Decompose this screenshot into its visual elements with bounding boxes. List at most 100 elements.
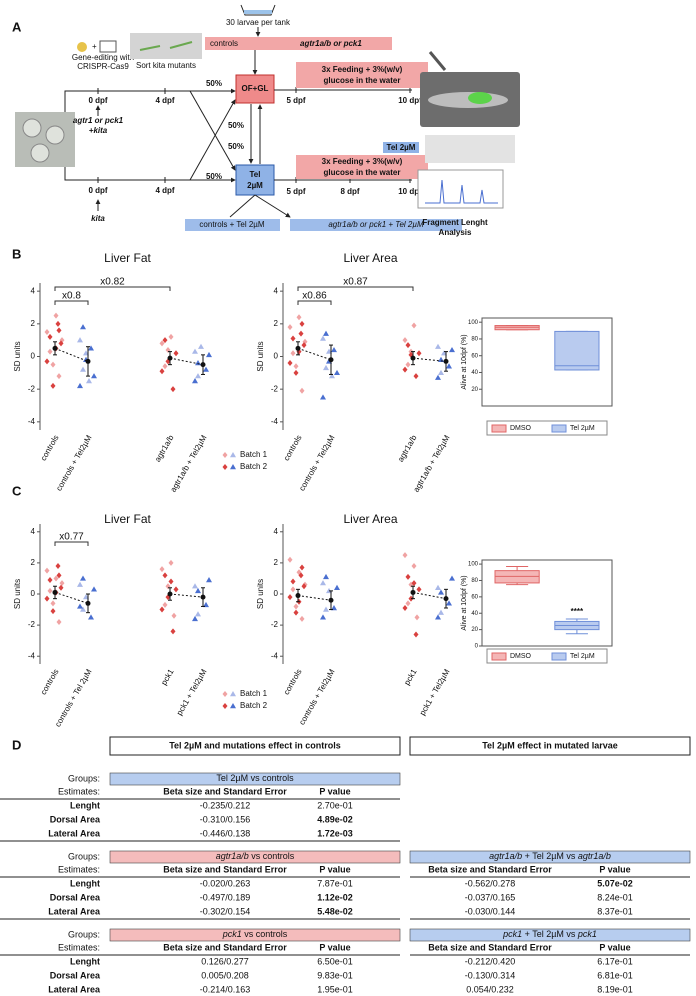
data-point — [405, 600, 411, 607]
p-value: 1.72e-03 — [317, 828, 353, 838]
data-point — [331, 605, 337, 611]
y-tick-label: -4 — [271, 417, 279, 426]
liver-fluorescence — [468, 92, 492, 104]
box — [554, 330, 600, 371]
y-tick-label: 2 — [274, 558, 279, 567]
table-header-box — [109, 928, 401, 942]
x-tick-label: agtr1a/b — [396, 433, 419, 463]
y-tick-label: 40 — [471, 370, 478, 376]
group-box — [290, 219, 462, 231]
column-header: Beta size and Standard Error — [163, 786, 287, 796]
x-tick-label: controls — [282, 668, 304, 697]
p-value: 4.89e-02 — [317, 814, 353, 824]
x-tick-label: agtr1a/b + Tel2µM — [412, 433, 452, 493]
y-tick-label: 4 — [274, 286, 279, 295]
data-point — [77, 603, 83, 609]
sort-label: Sort kita mutants — [136, 61, 196, 70]
legend-swatch — [551, 424, 567, 433]
panel-label: C — [12, 483, 22, 498]
data-point — [449, 346, 455, 353]
y-tick-label: -2 — [28, 384, 36, 393]
group-box — [185, 219, 280, 231]
data-point — [405, 342, 411, 349]
mean-trend — [169, 357, 204, 366]
column-header: Beta size and Standard Error — [428, 942, 552, 952]
data-point — [47, 577, 53, 583]
estimate: -0.446/0.138 — [200, 828, 251, 838]
larva-icon — [139, 41, 193, 51]
table-header-part: agtr1a/b — [578, 851, 611, 861]
y-tick-label: 80 — [471, 578, 478, 584]
timeline — [64, 88, 236, 112]
bracket-label: x0.77 — [59, 532, 84, 543]
table-header-box — [109, 772, 401, 786]
data-point — [323, 330, 329, 336]
data-point — [170, 386, 176, 393]
bracket-label: x0.86 — [302, 291, 327, 302]
data-point — [446, 363, 452, 369]
data-point — [44, 358, 50, 365]
y-tick-label: 2 — [31, 558, 36, 567]
sort-image — [130, 33, 202, 59]
data-point — [416, 586, 422, 593]
data-point — [44, 567, 50, 574]
data-point — [222, 691, 228, 697]
data-point — [323, 364, 329, 371]
significance: **** — [571, 607, 584, 616]
y-axis-label: SD units — [256, 341, 265, 371]
data-point — [334, 584, 340, 590]
data-point — [192, 583, 198, 589]
y-tick-label: 40 — [471, 611, 478, 617]
data-point — [435, 614, 441, 620]
data-point — [50, 600, 56, 607]
timeline — [64, 167, 236, 183]
data-point — [293, 609, 299, 616]
p-value: 6.81e-01 — [597, 970, 633, 980]
row-label: Dorsal Area — [50, 970, 101, 980]
data-point — [80, 575, 86, 581]
estimate: -0.302/0.154 — [200, 906, 251, 916]
dpf: 10 dpf — [398, 187, 422, 196]
y-tick-label: 100 — [468, 320, 479, 326]
p-value: 2.70e-01 — [317, 800, 353, 810]
table-header-part: + Tel 2µM vs — [522, 851, 578, 861]
table-header-part: + Tel 2µM vs — [522, 929, 578, 939]
data-point — [91, 586, 97, 592]
row-label: Lenght — [70, 878, 100, 888]
data-point — [159, 368, 165, 375]
estimate: 0.005/0.208 — [201, 970, 249, 980]
x-tick-label: controls — [282, 434, 304, 463]
data-point — [53, 575, 59, 582]
row-label: Lateral Area — [48, 984, 101, 994]
data-point — [77, 337, 83, 343]
table-header-part: pck1 — [577, 929, 597, 939]
legend-label: DMSO — [510, 425, 532, 432]
tel-tag: Tel 2µM — [387, 143, 416, 152]
panel-a: A 30 larvae per tank controls agtr1a/b o… — [12, 4, 520, 237]
dpf: 5 dpf — [286, 187, 305, 196]
data-point — [320, 335, 326, 341]
fish — [428, 92, 508, 108]
data-point — [80, 366, 86, 372]
data-point — [320, 580, 326, 586]
dpf: 10 dpf — [398, 96, 422, 105]
icon — [77, 42, 87, 52]
plot-frame — [481, 559, 613, 647]
data-point — [293, 369, 299, 376]
data-point — [91, 373, 97, 379]
legend-label: DMSO — [510, 653, 532, 660]
y-axis-label: SD units — [13, 341, 22, 371]
of-gl-box — [235, 74, 275, 104]
feeding: 3x Feeding + 3%(w/v) — [322, 65, 403, 74]
bracket-label: x0.82 — [100, 277, 125, 288]
p-value: 5.07e-02 — [597, 878, 633, 888]
data-point — [299, 564, 305, 571]
table-header: agtr1a/b + Tel 2µM vs agtr1a/b — [489, 851, 611, 861]
group: agtr1a/b or pck1 + Tel 2µM — [328, 220, 424, 229]
data-point — [203, 366, 209, 372]
mean-trend — [54, 591, 89, 604]
data-point — [77, 581, 83, 587]
p-value: 7.87e-01 — [317, 878, 353, 888]
data-point — [162, 363, 168, 370]
